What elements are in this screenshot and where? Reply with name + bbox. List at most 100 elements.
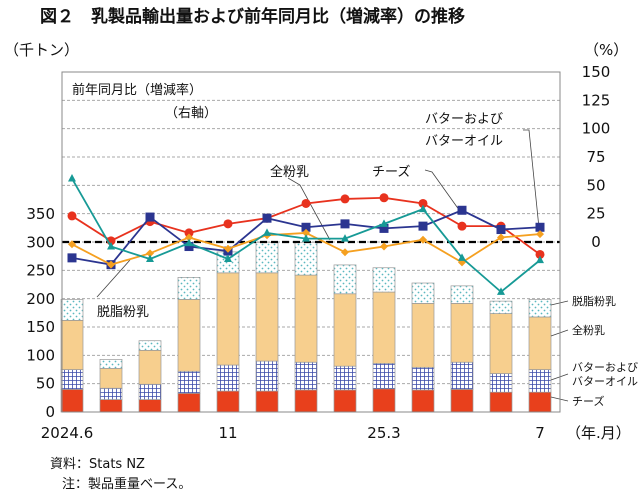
y2-tick-label: 100 — [582, 120, 611, 138]
bar-segment — [60, 299, 84, 321]
data-point — [380, 242, 388, 251]
data-point — [185, 238, 193, 247]
bar-segment — [138, 399, 162, 413]
bar-segment — [372, 388, 396, 413]
bar-segment — [411, 366, 435, 391]
bar-segment — [333, 293, 357, 367]
footer-note: 注：製品重量ベース。 — [62, 476, 191, 492]
y-axis-label: （千トン） — [4, 41, 79, 59]
data-point — [379, 193, 389, 203]
data-point — [341, 234, 349, 242]
data-point — [535, 222, 545, 232]
bar-segment — [294, 389, 318, 413]
bar-segment — [333, 389, 357, 413]
bar-segment — [333, 365, 357, 391]
y-tick-label: 250 — [26, 262, 55, 280]
data-point — [224, 254, 232, 262]
bar-segment — [528, 299, 552, 318]
y-tick-label: 100 — [26, 346, 55, 364]
chart-title: 図２ 乳製品輸出量および前年同月比（増減率）の推移 — [40, 6, 465, 27]
bar-segment — [99, 359, 123, 369]
x-tick-label: 25.3 — [367, 424, 400, 442]
annotation-butter-1: バターおよび — [425, 112, 503, 127]
y-tick-label: 150 — [26, 318, 55, 336]
bar-segment — [411, 303, 435, 368]
data-point — [419, 235, 427, 244]
bar-segment — [372, 267, 396, 293]
bar-segment — [60, 320, 84, 370]
data-point — [380, 219, 388, 227]
data-point — [340, 194, 350, 204]
data-point — [301, 222, 311, 232]
bar-segment — [294, 361, 318, 391]
plot-frame — [61, 71, 561, 413]
y2-tick-label: 0 — [591, 233, 601, 251]
data-point — [457, 205, 467, 215]
legend-cheese: チーズ — [572, 394, 604, 408]
bar-segment — [216, 272, 240, 366]
bar-segment — [255, 272, 279, 362]
data-point — [497, 287, 505, 295]
data-point — [496, 225, 506, 235]
data-point — [68, 174, 76, 182]
y-tick-label: 350 — [26, 205, 55, 223]
data-point — [263, 228, 271, 236]
x-tick-label: 7 — [535, 424, 545, 442]
x-tick-label: 2024.6 — [41, 424, 94, 442]
bar-segment — [450, 285, 474, 304]
bar-segment — [294, 274, 318, 363]
data-point — [262, 213, 272, 223]
data-point — [340, 219, 350, 229]
data-point — [146, 249, 154, 258]
data-point — [497, 233, 505, 242]
data-point — [184, 242, 194, 252]
data-point — [107, 242, 115, 250]
y2-tick-label: 75 — [586, 148, 605, 166]
data-point — [341, 248, 349, 257]
leader-skim — [96, 259, 131, 298]
legend-skim: 脱脂粉乳 — [572, 294, 616, 308]
data-point — [223, 219, 233, 229]
bar-segment — [528, 316, 552, 370]
bar-segment — [489, 300, 513, 314]
data-point — [146, 254, 154, 262]
bar-segment — [216, 364, 240, 392]
data-point — [418, 221, 428, 231]
data-point — [185, 233, 193, 242]
bar-segment — [450, 361, 474, 390]
annotation-yoy: 前年同月比（増減率） — [72, 82, 202, 98]
data-point — [536, 255, 544, 264]
bar-segment — [138, 340, 162, 351]
data-point — [301, 198, 311, 208]
data-point — [302, 228, 310, 237]
bar-segment — [60, 389, 84, 413]
data-point — [68, 240, 76, 249]
bar-segment — [177, 299, 201, 372]
annotation-cheese: チーズ — [372, 164, 410, 180]
data-point — [145, 212, 155, 222]
annotation-butter-2: バターオイル — [425, 134, 503, 149]
leader-cheese — [424, 169, 463, 215]
data-point — [458, 253, 466, 261]
bar-segment — [411, 282, 435, 304]
bar-segment — [450, 303, 474, 363]
y2-axis-label: （%） — [584, 41, 628, 59]
bar-segment — [99, 399, 123, 413]
bar-segment — [489, 313, 513, 374]
annotation-right-axis: （右軸） — [165, 106, 217, 121]
bar-segment — [372, 362, 396, 390]
data-point — [224, 244, 232, 253]
y-tick-label: 50 — [36, 375, 55, 393]
bar-segment — [255, 241, 279, 274]
bar-segment — [528, 391, 552, 413]
footer-source: 資料：Stats NZ — [50, 457, 145, 472]
bar-segment — [177, 370, 201, 394]
bar-segment — [255, 390, 279, 413]
data-point — [536, 230, 544, 239]
y2-tick-label: 25 — [586, 205, 605, 223]
data-point — [184, 228, 194, 238]
data-point — [302, 234, 310, 242]
bar-segment — [216, 390, 240, 413]
data-point — [67, 253, 77, 263]
